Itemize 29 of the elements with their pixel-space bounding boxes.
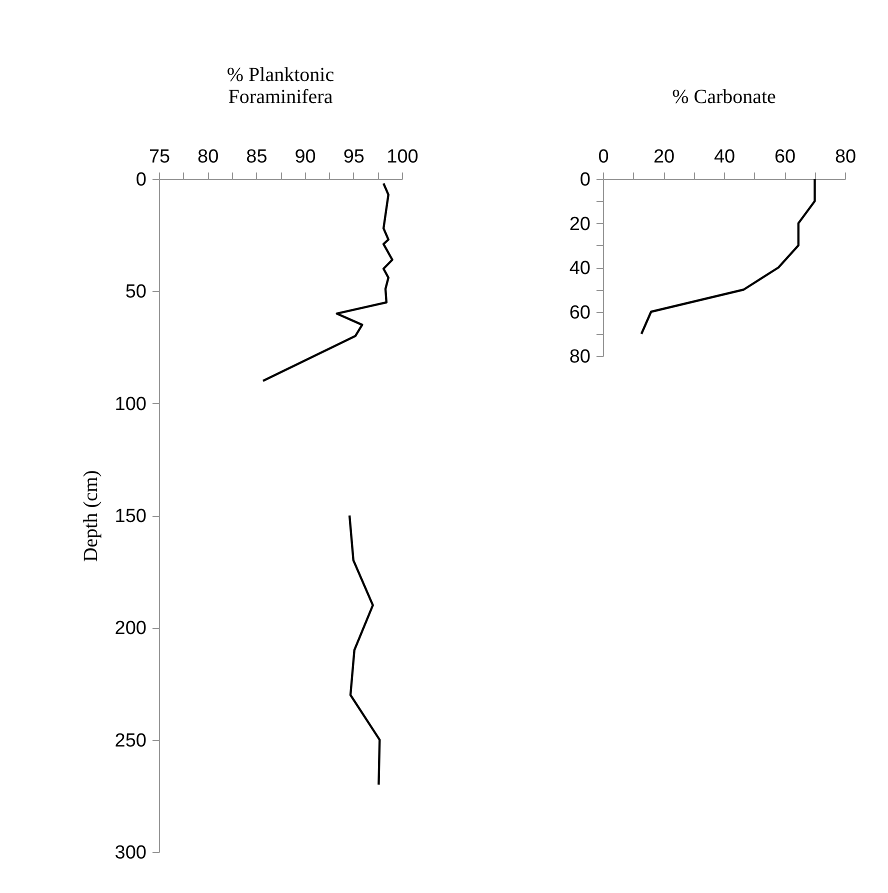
x-tick-label: 60 [774, 146, 796, 168]
x-tick-label: 95 [343, 146, 364, 168]
chart-title: % Planktonic Foraminifera [226, 64, 334, 108]
x-tick-label: 75 [148, 146, 170, 168]
y-tick-label: 0 [136, 170, 146, 190]
y-axis-title: Depth (cm) [80, 470, 102, 562]
y-tick-label: 50 [125, 282, 146, 303]
line-series [262, 182, 394, 382]
y-tick-label: 100 [114, 394, 146, 415]
x-tick-label: 20 [653, 146, 675, 168]
x-tick-label: 80 [834, 146, 856, 168]
line-series [640, 178, 816, 335]
x-tick-label: 80 [198, 146, 219, 168]
y-tick-label: 80 [569, 346, 590, 368]
y-tick-label: 250 [114, 730, 146, 752]
x-tick-label: 85 [246, 146, 268, 168]
x-tick-label: 90 [294, 146, 316, 168]
line-series [348, 514, 381, 786]
y-tick-label: 150 [114, 506, 146, 527]
y-tick-label: 20 [569, 214, 590, 235]
chart-title: % Carbonate [672, 86, 776, 108]
y-tick-label: 60 [569, 302, 590, 324]
x-tick-label: 100 [386, 146, 418, 168]
y-tick-label: 300 [114, 842, 146, 864]
y-tick-label: 0 [580, 170, 590, 190]
x-tick-label: 40 [714, 146, 736, 168]
x-tick-label: 0 [598, 146, 609, 168]
y-tick-label: 40 [569, 258, 590, 279]
y-tick-label: 200 [114, 618, 146, 640]
